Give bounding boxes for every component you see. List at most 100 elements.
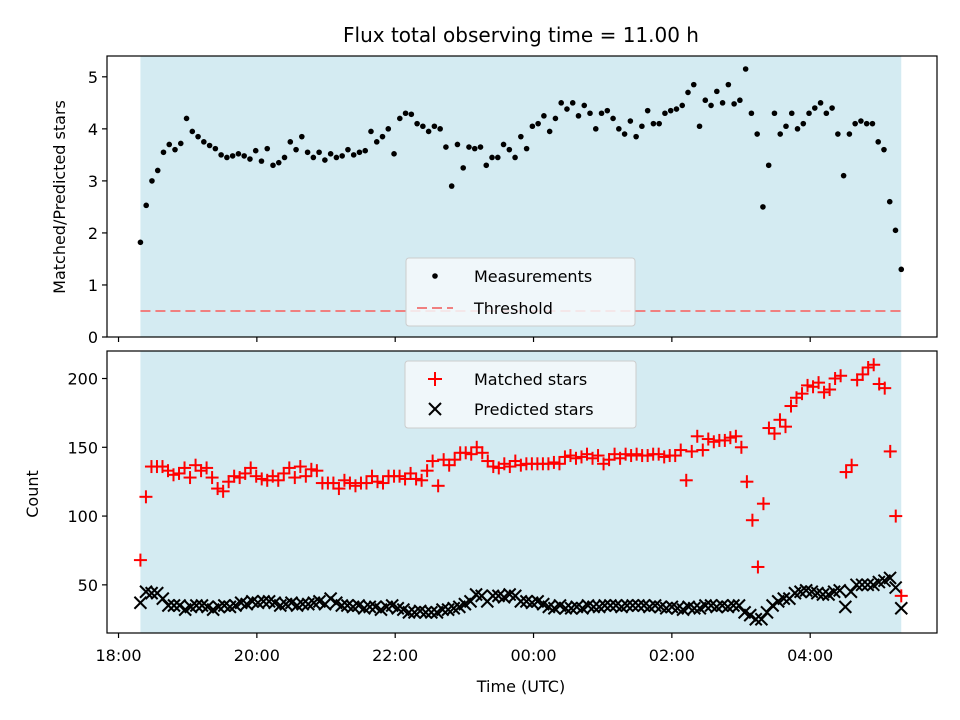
measurement-point xyxy=(679,102,686,109)
matched-point xyxy=(365,469,379,483)
measurement-point xyxy=(408,111,415,118)
x-tick-label: 20:00 xyxy=(234,646,280,665)
measurement-point xyxy=(385,126,392,132)
matched-point xyxy=(558,450,572,464)
matched-point xyxy=(371,475,385,489)
measurement-point xyxy=(425,128,432,135)
matched-point xyxy=(244,461,258,475)
predicted-point xyxy=(335,598,349,613)
predicted-point xyxy=(161,598,176,613)
predicted-legend-marker xyxy=(428,402,442,416)
measurement-point xyxy=(725,81,732,88)
matched-point xyxy=(139,490,153,504)
measurement-point xyxy=(212,145,219,152)
measurement-point xyxy=(581,102,588,109)
matched-point xyxy=(464,447,478,461)
matched-point xyxy=(569,451,583,465)
measurement-points xyxy=(137,66,905,273)
matched-point xyxy=(211,482,225,496)
matched-point xyxy=(238,466,252,480)
matched-point xyxy=(415,473,429,487)
matched-point xyxy=(470,440,484,454)
measurement-point xyxy=(829,105,835,111)
matched-point xyxy=(304,462,318,476)
measurement-point xyxy=(454,141,461,148)
matched-point xyxy=(894,589,908,603)
matched-point xyxy=(751,560,765,574)
matched-point xyxy=(409,472,423,486)
measurement-point xyxy=(310,154,317,161)
predicted-point xyxy=(558,601,573,615)
matched-point xyxy=(652,447,666,461)
matched-point xyxy=(828,372,842,386)
top-panel: 0 1 2 3 4 5 Matched/Predicted stars Measureme… xyxy=(50,55,938,347)
measurements-legend-label: Measurements xyxy=(474,267,592,286)
measurement-point xyxy=(765,162,772,169)
measurement-point xyxy=(783,123,789,130)
bottom-y-tick-label: 50 xyxy=(78,576,98,595)
matched-point xyxy=(183,471,197,485)
measurement-point xyxy=(616,126,622,132)
matched-point xyxy=(348,479,362,493)
measurement-point xyxy=(667,107,674,114)
measurement-point xyxy=(662,110,668,117)
measurement-point xyxy=(362,147,369,154)
matched-point xyxy=(288,471,302,485)
predicted-point xyxy=(631,598,646,613)
measurement-point xyxy=(840,172,847,179)
measurement-point xyxy=(500,141,507,148)
matched-point xyxy=(282,461,296,475)
predicted-points xyxy=(133,571,908,626)
x-tick-label: 18:00 xyxy=(95,646,141,665)
predicted-point xyxy=(726,598,741,613)
measurement-point xyxy=(627,118,634,124)
measurement-point xyxy=(863,120,870,127)
matched-point xyxy=(729,429,743,443)
measurement-point xyxy=(471,145,478,152)
matched-point xyxy=(883,444,897,458)
matched-point xyxy=(497,457,511,471)
predicted-legend-label: Predicted stars xyxy=(474,400,594,419)
predicted-point xyxy=(295,597,310,611)
predicted-point xyxy=(749,612,763,626)
measurement-point xyxy=(587,110,593,117)
top-y-tick-label: 1 xyxy=(88,276,98,295)
matched-point xyxy=(172,466,186,480)
measurement-point xyxy=(546,128,553,135)
matched-point xyxy=(756,497,770,511)
top-legend: Measurements Threshold xyxy=(405,257,636,327)
measurement-point xyxy=(443,144,449,150)
predicted-point xyxy=(133,596,148,610)
matched-point xyxy=(641,449,655,463)
measurement-point xyxy=(281,154,288,161)
measurement-point xyxy=(275,159,282,166)
predicted-point xyxy=(586,600,601,614)
measurement-point xyxy=(869,120,876,127)
predicted-point xyxy=(894,601,908,615)
matched-point xyxy=(277,466,291,480)
measurement-point xyxy=(892,227,899,234)
measurement-point xyxy=(604,107,611,114)
matched-point xyxy=(834,369,848,383)
measurement-point xyxy=(852,120,858,127)
matched-point xyxy=(337,473,351,487)
x-tick-label: 02:00 xyxy=(649,646,695,665)
measurement-point xyxy=(610,115,616,122)
matched-point xyxy=(619,447,633,461)
top-y-axis-label: Matched/Predicted stars xyxy=(50,100,69,294)
measurement-point xyxy=(229,153,236,159)
measurement-point xyxy=(518,133,524,140)
matched-point xyxy=(745,513,759,527)
predicted-point xyxy=(424,605,439,620)
top-y-tick-label: 5 xyxy=(88,68,98,87)
measurement-point xyxy=(206,142,213,149)
matched-point xyxy=(563,449,577,463)
top-y-axis: 0 1 2 3 4 5 xyxy=(88,68,107,347)
top-y-tick-label: 0 xyxy=(88,328,98,347)
matched-point xyxy=(690,429,704,443)
matched-point xyxy=(767,427,781,441)
measurement-point xyxy=(673,106,680,112)
predicted-point xyxy=(189,598,204,613)
measurement-point xyxy=(760,204,766,210)
measurement-point xyxy=(535,120,541,127)
